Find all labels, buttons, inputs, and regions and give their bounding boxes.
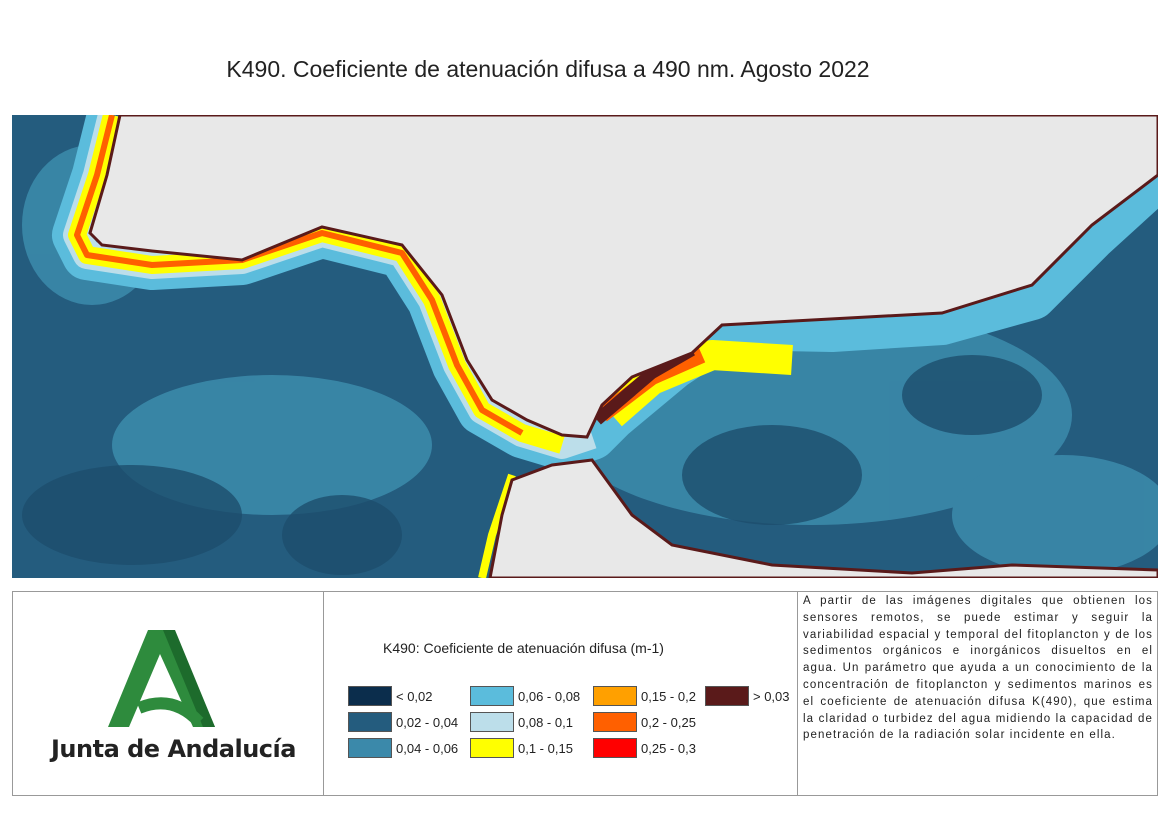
legend-swatch [705, 686, 749, 706]
legend-item: 0,02 - 0,04 [348, 712, 458, 732]
logo-mark [108, 630, 215, 727]
info-panel: Junta de Andalucía K490: Coeficiente de … [12, 591, 1158, 796]
legend-item: 0,15 - 0,2 [593, 686, 696, 706]
divider [323, 592, 324, 795]
legend-item: 0,2 - 0,25 [593, 712, 696, 732]
legend-label: 0,02 - 0,04 [396, 714, 459, 730]
legend-swatch [470, 686, 514, 706]
legend-swatch [348, 712, 392, 732]
legend-item: > 0,03 [705, 686, 790, 706]
legend-swatch [593, 738, 637, 758]
legend-label: 0,08 - 0,1 [518, 714, 573, 730]
legend-title: K490: Coeficiente de atenuación difusa (… [383, 640, 664, 656]
legend-label: 0,1 - 0,15 [518, 740, 573, 756]
divider [797, 592, 798, 795]
legend-item: 0,08 - 0,1 [470, 712, 573, 732]
legend-label: 0,2 - 0,25 [641, 714, 696, 730]
legend-item: 0,04 - 0,06 [348, 738, 458, 758]
legend-item: 0,1 - 0,15 [470, 738, 573, 758]
legend-swatch [593, 686, 637, 706]
logo-text: Junta de Andalucía [51, 735, 296, 763]
legend-swatch [593, 712, 637, 732]
legend-label: 0,15 - 0,2 [641, 688, 696, 704]
legend-swatch [348, 686, 392, 706]
legend-item: 0,25 - 0,3 [593, 738, 696, 758]
legend-label: > 0,03 [753, 688, 790, 704]
legend-label: < 0,02 [396, 688, 433, 704]
legend-item: < 0,02 [348, 686, 433, 706]
legend-item: 0,06 - 0,08 [470, 686, 580, 706]
map [12, 115, 1158, 578]
legend-swatch [348, 738, 392, 758]
legend-swatch [470, 712, 514, 732]
legend-label: 0,25 - 0,3 [641, 740, 696, 756]
map-title: K490. Coeficiente de atenuación difusa a… [226, 56, 870, 82]
legend-label: 0,06 - 0,08 [518, 688, 581, 704]
description: A partir de las imágenes digitales que o… [803, 595, 1153, 742]
legend-swatch [470, 738, 514, 758]
legend-label: 0,04 - 0,06 [396, 740, 459, 756]
